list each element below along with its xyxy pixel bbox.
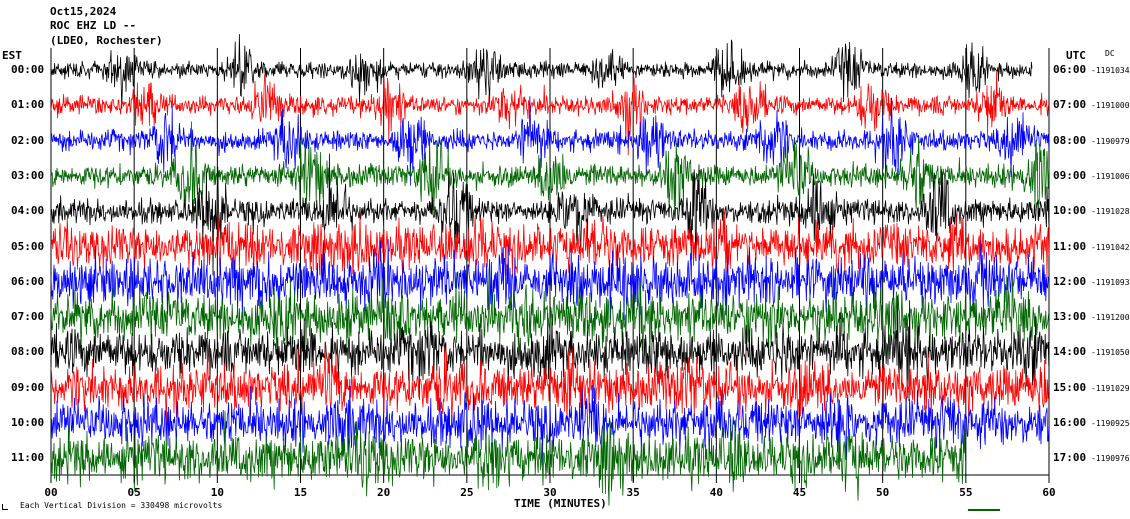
utc-hour-label: 06:00 [1053, 63, 1087, 76]
dc-offset-label: -1191050 [1091, 348, 1130, 358]
station-label: ROC EHZ LD -- [50, 19, 137, 32]
dc-offset-label: -1191093 [1091, 277, 1130, 287]
x-tick-label: 35 [627, 486, 640, 499]
x-tick-label: 25 [460, 486, 473, 499]
est-hour-label: 08:00 [11, 345, 45, 359]
trace-0200 [50, 96, 1050, 186]
utc-hour-label: 09:00 [1053, 168, 1087, 182]
utc-hour-label: 15:00 [1053, 380, 1087, 394]
est-hour-label: 04:00 [11, 204, 45, 218]
dc-offset-label: -1190976 [1091, 454, 1130, 464]
utc-hour-label: 12:00 [1053, 274, 1087, 288]
network-label: (LDEO, Rochester) [50, 34, 163, 47]
est-hour-label: 00:00 [11, 63, 45, 76]
dc-offset-label: -1190925 [1091, 419, 1130, 428]
est-hour-label: 10:00 [11, 416, 45, 429]
x-tick-label: 45 [793, 486, 806, 499]
utc-hour-label: 13:00 [1053, 310, 1087, 324]
x-tick-label: 15 [294, 486, 307, 499]
x-axis-ticks: 00 05 10 15 20 25 30 35 40 45 50 55 60 [44, 475, 1056, 499]
utc-hour-label: 14:00 [1053, 345, 1087, 359]
est-axis-label: EST [2, 49, 22, 62]
x-tick-label: 50 [876, 486, 889, 499]
dc-offset-label: -1191000 [1091, 101, 1130, 111]
utc-hour-label: 08:00 [1053, 133, 1087, 147]
utc-axis-label: UTC [1066, 49, 1086, 62]
est-hour-label: 09:00 [11, 380, 45, 394]
x-tick-label: 40 [710, 486, 723, 499]
x-tick-label: 00 [44, 486, 57, 499]
utc-hour-label: 16:00 [1053, 416, 1087, 429]
trace-0400 [50, 153, 1050, 276]
x-tick-label: 20 [377, 486, 390, 499]
trace-0800 [50, 295, 1050, 402]
scale-mark-icon [2, 504, 8, 510]
utc-hour-label: 10:00 [1053, 204, 1087, 218]
traces [50, 34, 1050, 506]
x-axis-title: TIME (MINUTES) [514, 497, 607, 510]
trace-0700 [50, 265, 1050, 364]
scale-note: Each Vertical Division = 330498 microvol… [20, 501, 223, 510]
dc-offset-label: -1191042 [1091, 242, 1130, 252]
dc-offset-label: -1191200 [1091, 313, 1130, 323]
trace-0100 [50, 71, 1050, 156]
est-hour-label: 02:00 [11, 133, 45, 147]
trace-0000 [50, 34, 1033, 109]
dc-offset-label: -1191029 [1091, 383, 1130, 393]
dc-offset-label: -1191034 [1091, 66, 1130, 75]
x-tick-label: 05 [128, 486, 141, 499]
x-tick-label: 55 [959, 486, 972, 499]
dc-offset-label: -1191006 [1091, 171, 1130, 181]
trace-0600 [50, 239, 1050, 321]
est-hour-label: 03:00 [11, 168, 45, 182]
dc-offset-label: -1191028 [1091, 207, 1130, 217]
est-hour-label: 07:00 [11, 310, 45, 324]
x-tick-label: 30 [543, 486, 556, 499]
est-hour-label: 01:00 [11, 98, 45, 112]
utc-hour-label: 11:00 [1053, 239, 1087, 253]
est-hour-label: 05:00 [11, 239, 45, 253]
est-hour-label: 06:00 [11, 274, 45, 288]
utc-hour-label: 07:00 [1053, 98, 1087, 112]
trace-0900 [50, 343, 1050, 431]
trace-1000 [50, 379, 1050, 466]
trace-1100 [50, 410, 966, 506]
x-tick-label: 60 [1042, 486, 1055, 499]
date-label: Oct15,2024 [50, 5, 117, 18]
dc-label: DC [1105, 49, 1115, 58]
dc-offset-label: -1190979 [1091, 136, 1130, 146]
trace-0500 [50, 207, 1050, 280]
x-tick-label: 10 [211, 486, 224, 499]
est-hour-label: 11:00 [11, 451, 45, 465]
green-marker [968, 509, 1000, 511]
utc-hour-label: 17:00 [1053, 451, 1087, 465]
